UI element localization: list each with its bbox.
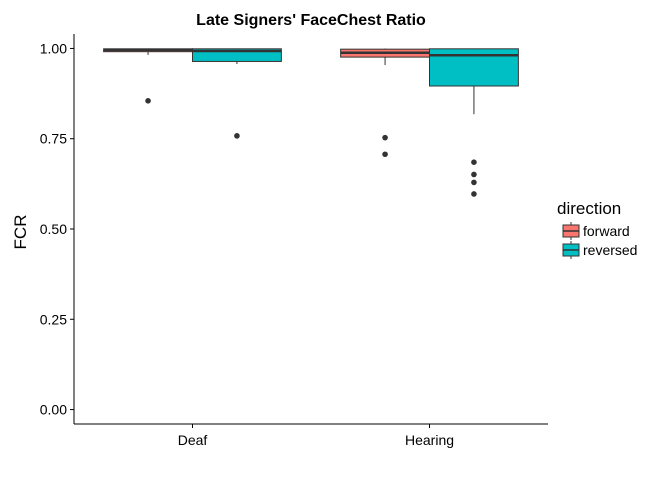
x-tick-label: Hearing	[405, 432, 454, 448]
outlier-point	[382, 134, 388, 141]
y-tick-label: 0.25	[40, 311, 67, 327]
outlier-point	[471, 159, 477, 165]
y-tick-label: 0.50	[40, 221, 67, 237]
legend-label-reversed: reversed	[583, 242, 637, 258]
legend-key-forward	[562, 222, 580, 240]
outlier-point	[471, 191, 477, 197]
legend: direction forward reversed	[557, 199, 637, 259]
legend-title: direction	[557, 199, 621, 218]
outlier-point	[471, 171, 477, 178]
outlier-point	[234, 133, 240, 139]
box-forward-hearing	[340, 48, 430, 158]
outlier-point	[145, 98, 151, 104]
box-reversed-deaf	[192, 48, 282, 139]
y-axis-label: FCR	[11, 215, 30, 250]
y-tick-label: 0.75	[40, 131, 67, 147]
box-reversed-hearing	[429, 48, 519, 197]
legend-label-forward: forward	[583, 223, 630, 239]
outlier-point	[471, 179, 477, 186]
y-axis: 0.00 0.25 0.50 0.75 1.00	[40, 34, 75, 424]
outlier-point	[382, 151, 388, 158]
y-tick-label: 0.00	[40, 402, 67, 418]
x-axis: Deaf Hearing	[74, 423, 548, 448]
chart-title: Late Signers' FaceChest Ratio	[196, 12, 426, 29]
y-tick-label: 1.00	[40, 40, 67, 56]
plot-area	[103, 48, 519, 197]
legend-key-reversed	[562, 241, 580, 259]
box-forward-deaf	[103, 48, 193, 104]
x-tick-label: Deaf	[178, 432, 208, 448]
